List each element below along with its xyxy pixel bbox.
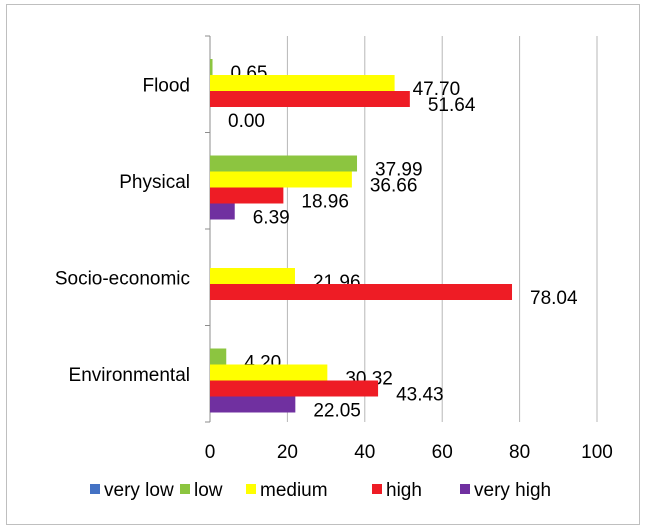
bar-medium-environmental [210, 364, 328, 381]
bar-very-high-physical [210, 203, 235, 220]
bar-medium-flood [210, 75, 395, 91]
bar-low-flood [210, 59, 213, 75]
data-label: 51.64 [428, 95, 476, 116]
legend-label-medium: medium [260, 480, 328, 501]
category-label: Physical [119, 172, 190, 193]
legend-label-very-high: very high [474, 480, 551, 501]
legend-label-very-low: very low [104, 480, 174, 501]
legend-swatch-low [180, 484, 190, 494]
legend-swatch-high [372, 484, 382, 494]
data-label: 47.70 [413, 79, 461, 100]
bar-medium-socio-economic [210, 268, 295, 284]
category-label: Socio-economic [55, 268, 190, 289]
bar-high-socio-economic [210, 284, 513, 300]
legend-swatch-very-high [460, 484, 470, 494]
bar-high-physical [210, 187, 284, 204]
x-tick-label: 20 [277, 442, 298, 463]
bar-very-high-environmental [210, 396, 296, 413]
legend-label-low: low [194, 480, 223, 501]
bar-medium-physical [210, 171, 352, 188]
x-tick-label: 60 [432, 442, 453, 463]
x-tick-label: 40 [354, 442, 375, 463]
legend-swatch-very-low [90, 484, 100, 494]
legend-label-high: high [386, 480, 422, 501]
category-label: Environmental [69, 365, 190, 386]
data-label: 18.96 [301, 192, 349, 213]
legend-swatch-medium [246, 484, 256, 494]
data-label: 0.00 [228, 111, 265, 132]
x-tick-label: 0 [205, 442, 216, 463]
data-label: 78.04 [530, 288, 578, 309]
data-label: 37.99 [375, 160, 423, 181]
data-label: 36.66 [370, 176, 418, 197]
bar-low-environmental [210, 348, 227, 365]
category-label: Flood [142, 75, 190, 96]
bar-high-environmental [210, 380, 379, 397]
x-tick-label: 80 [509, 442, 530, 463]
x-tick-label: 100 [581, 442, 613, 463]
data-label: 22.05 [313, 401, 361, 422]
bar-high-flood [210, 91, 410, 107]
bar-low-physical [210, 155, 358, 172]
data-label: 6.39 [253, 208, 290, 229]
data-label: 43.43 [396, 385, 444, 406]
